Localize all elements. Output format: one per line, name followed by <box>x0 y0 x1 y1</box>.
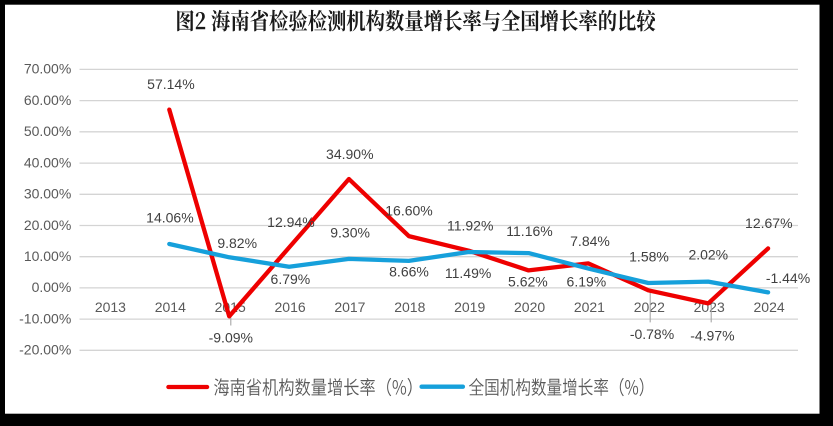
svg-text:2.02%: 2.02% <box>688 246 728 262</box>
svg-text:5.62%: 5.62% <box>508 274 548 290</box>
svg-text:0.00%: 0.00% <box>32 279 72 295</box>
svg-text:-4.97%: -4.97% <box>690 327 734 343</box>
svg-text:2019: 2019 <box>454 299 485 315</box>
svg-text:12.67%: 12.67% <box>745 215 792 231</box>
svg-text:20.00%: 20.00% <box>24 217 71 233</box>
svg-text:70.00%: 70.00% <box>24 61 71 77</box>
svg-text:2022: 2022 <box>634 299 665 315</box>
svg-text:2017: 2017 <box>334 299 365 315</box>
svg-text:11.92%: 11.92% <box>447 218 493 234</box>
svg-text:-0.78%: -0.78% <box>630 326 674 342</box>
svg-text:60.00%: 60.00% <box>24 92 71 108</box>
svg-text:-1.44%: -1.44% <box>766 270 810 286</box>
svg-text:-10.00%: -10.00% <box>19 310 71 326</box>
svg-text:40.00%: 40.00% <box>24 154 71 170</box>
svg-text:12.94%: 12.94% <box>267 214 314 230</box>
svg-text:14.06%: 14.06% <box>146 210 193 226</box>
svg-text:2021: 2021 <box>574 299 605 315</box>
svg-text:2014: 2014 <box>155 299 186 315</box>
svg-text:11.49%: 11.49% <box>445 265 491 281</box>
svg-text:9.82%: 9.82% <box>217 235 257 251</box>
svg-text:2024: 2024 <box>754 299 785 315</box>
svg-text:57.14%: 57.14% <box>147 76 194 92</box>
svg-text:9.30%: 9.30% <box>330 225 370 241</box>
svg-text:2018: 2018 <box>394 299 425 315</box>
svg-text:8.66%: 8.66% <box>389 264 429 280</box>
svg-text:2016: 2016 <box>275 299 306 315</box>
svg-text:11.16%: 11.16% <box>506 223 552 239</box>
svg-text:-9.09%: -9.09% <box>209 330 253 346</box>
svg-text:34.90%: 34.90% <box>326 146 373 162</box>
svg-text:1.58%: 1.58% <box>629 248 669 264</box>
svg-text:7.84%: 7.84% <box>570 233 610 249</box>
svg-text:2020: 2020 <box>514 299 545 315</box>
svg-text:10.00%: 10.00% <box>24 248 71 264</box>
svg-text:6.19%: 6.19% <box>567 274 607 290</box>
svg-text:16.60%: 16.60% <box>385 203 432 219</box>
svg-text:2013: 2013 <box>95 299 126 315</box>
svg-text:50.00%: 50.00% <box>24 123 71 139</box>
svg-text:30.00%: 30.00% <box>24 186 71 202</box>
svg-text:6.79%: 6.79% <box>271 271 311 287</box>
svg-text:-20.00%: -20.00% <box>19 342 71 358</box>
